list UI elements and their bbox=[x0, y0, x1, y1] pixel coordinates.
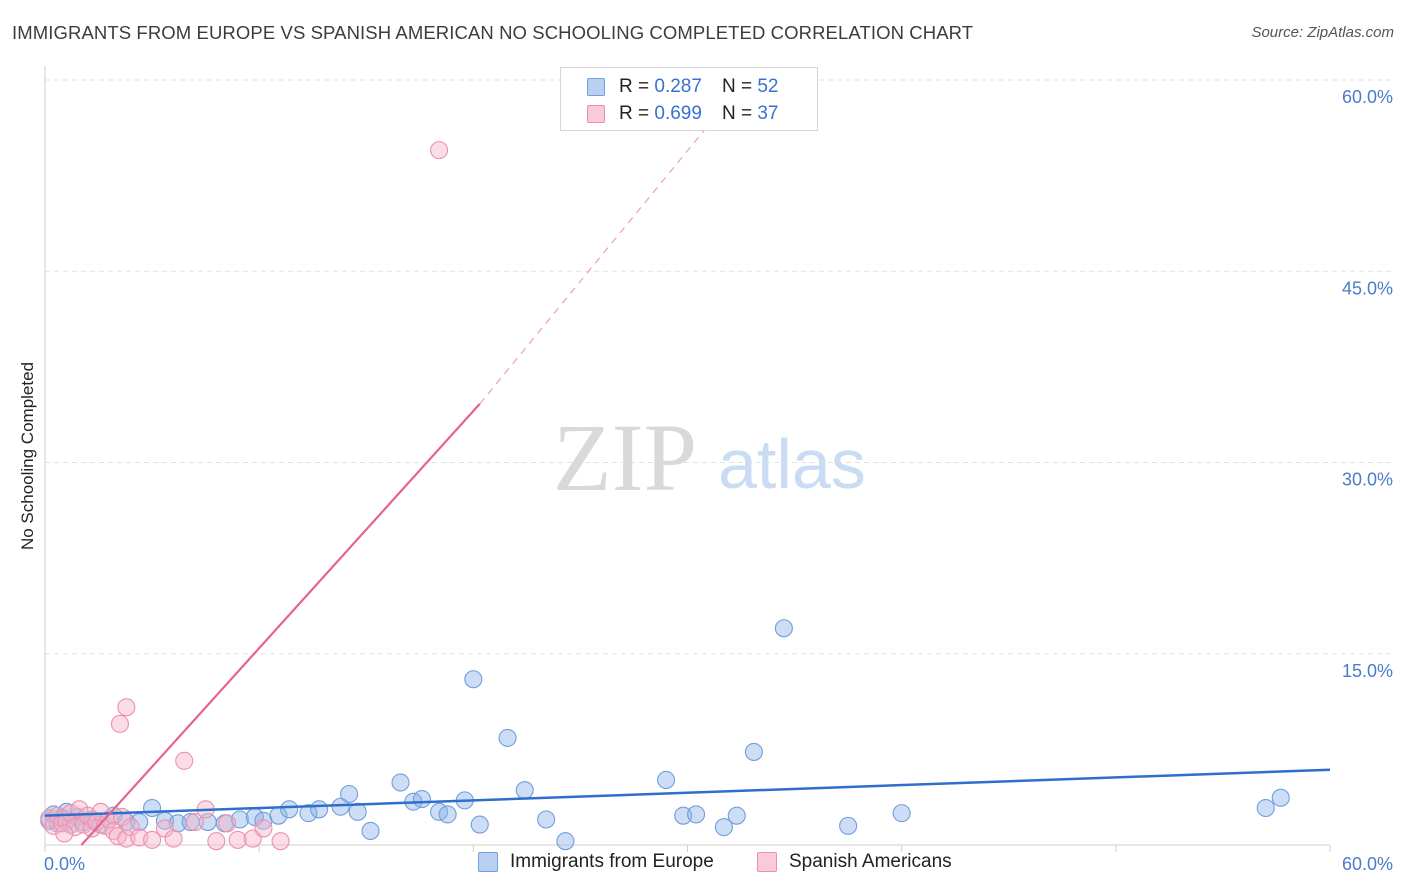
trend-line-europe bbox=[44, 768, 1331, 817]
watermark-atlas: atlas bbox=[718, 425, 866, 503]
bottom-legend-label-spanish: Spanish Americans bbox=[789, 851, 952, 872]
axes bbox=[44, 66, 1331, 852]
point-europe-34 bbox=[438, 805, 457, 824]
point-europe-30 bbox=[391, 773, 410, 792]
point-spanish-26 bbox=[175, 751, 194, 770]
point-europe-13 bbox=[143, 798, 162, 818]
legend-r-value: 0.699 bbox=[654, 103, 702, 124]
y-tick-label-3: 60.0% bbox=[1342, 87, 1393, 107]
point-europe-48 bbox=[774, 619, 793, 638]
trend-line-spanish bbox=[80, 403, 481, 846]
legend-swatch-europe bbox=[587, 78, 605, 96]
point-europe-32 bbox=[412, 790, 431, 809]
point-europe-41 bbox=[556, 832, 575, 851]
point-spanish-35 bbox=[430, 141, 449, 160]
trend-line-spanish-extension bbox=[479, 124, 710, 405]
point-europe-36 bbox=[464, 670, 483, 689]
point-europe-46 bbox=[727, 806, 746, 825]
point-spanish-20 bbox=[110, 714, 130, 733]
legend-r-value: 0.287 bbox=[654, 76, 702, 97]
watermark-zip: ZIP bbox=[553, 404, 697, 511]
point-spanish-21 bbox=[117, 698, 136, 717]
y-tick-label-2: 45.0% bbox=[1342, 278, 1393, 298]
watermark: ZIP atlas bbox=[553, 404, 866, 511]
point-europe-45 bbox=[714, 818, 733, 837]
point-spanish-29 bbox=[207, 832, 226, 851]
point-europe-49 bbox=[839, 816, 858, 835]
legend-row-europe: R = 0.287 N = 52 bbox=[587, 75, 778, 99]
gridlines bbox=[45, 79, 1395, 655]
point-spanish-23 bbox=[143, 830, 162, 849]
bottom-legend-europe[interactable]: Immigrants from Europe bbox=[478, 851, 714, 873]
point-spanish-18 bbox=[117, 829, 136, 848]
legend-r-label: R = bbox=[619, 103, 650, 124]
point-europe-50 bbox=[892, 804, 911, 823]
point-spanish-27 bbox=[185, 812, 204, 832]
y-axis-label: No Schooling Completed bbox=[18, 362, 37, 550]
bottom-legend-swatch-europe bbox=[478, 852, 498, 872]
point-spanish-31 bbox=[228, 830, 247, 849]
legend-r-label: R = bbox=[619, 76, 650, 97]
y-tick-label-1: 30.0% bbox=[1342, 470, 1393, 490]
point-europe-51 bbox=[1256, 798, 1275, 818]
legend-n-label: N = bbox=[721, 76, 753, 97]
bottom-legend-swatch-spanish bbox=[757, 852, 777, 872]
legend-row-spanish: R = 0.699 N = 37 bbox=[587, 102, 778, 126]
trend-lines bbox=[44, 124, 1331, 846]
point-europe-24 bbox=[299, 804, 318, 823]
point-europe-43 bbox=[674, 806, 693, 825]
point-europe-26 bbox=[331, 797, 350, 816]
point-spanish-30 bbox=[217, 814, 237, 833]
point-europe-29 bbox=[361, 821, 380, 841]
point-spanish-36 bbox=[55, 824, 74, 843]
point-europe-25 bbox=[310, 800, 329, 819]
chart-title: IMMIGRANTS FROM EUROPE VS SPANISH AMERIC… bbox=[12, 22, 974, 43]
point-europe-40 bbox=[537, 810, 556, 829]
point-spanish-25 bbox=[164, 829, 183, 848]
legend-n-value: 52 bbox=[757, 76, 779, 97]
point-europe-42 bbox=[657, 770, 676, 790]
point-europe-44 bbox=[687, 805, 706, 824]
point-europe-23 bbox=[280, 800, 299, 819]
point-europe-47 bbox=[744, 742, 763, 761]
point-europe-38 bbox=[498, 728, 517, 747]
legend-n-value: 37 bbox=[757, 103, 779, 124]
point-spanish-34 bbox=[271, 832, 290, 851]
stats-legend: R = 0.287 N = 52 R = 0.699 N = 37 bbox=[560, 67, 818, 131]
tick-labels: 15.0% 30.0% 45.0% 60.0% 0.0% 60.0% bbox=[44, 87, 1393, 874]
chart-source: Source: ZipAtlas.com bbox=[1251, 24, 1394, 41]
point-spanish-33 bbox=[254, 819, 273, 838]
x-tick-label-0: 0.0% bbox=[44, 854, 85, 874]
point-europe-27 bbox=[340, 784, 359, 804]
bottom-legend-spanish[interactable]: Spanish Americans bbox=[757, 851, 952, 873]
legend-swatch-spanish bbox=[587, 105, 605, 123]
y-tick-label-0: 15.0% bbox=[1342, 661, 1393, 681]
bottom-legend-label-europe: Immigrants from Europe bbox=[510, 851, 714, 872]
point-europe-37 bbox=[470, 815, 489, 834]
x-tick-label-1: 60.0% bbox=[1342, 854, 1393, 874]
legend-n-label: N = bbox=[721, 103, 753, 124]
point-europe-39 bbox=[515, 781, 534, 800]
point-europe-52 bbox=[1271, 788, 1290, 807]
